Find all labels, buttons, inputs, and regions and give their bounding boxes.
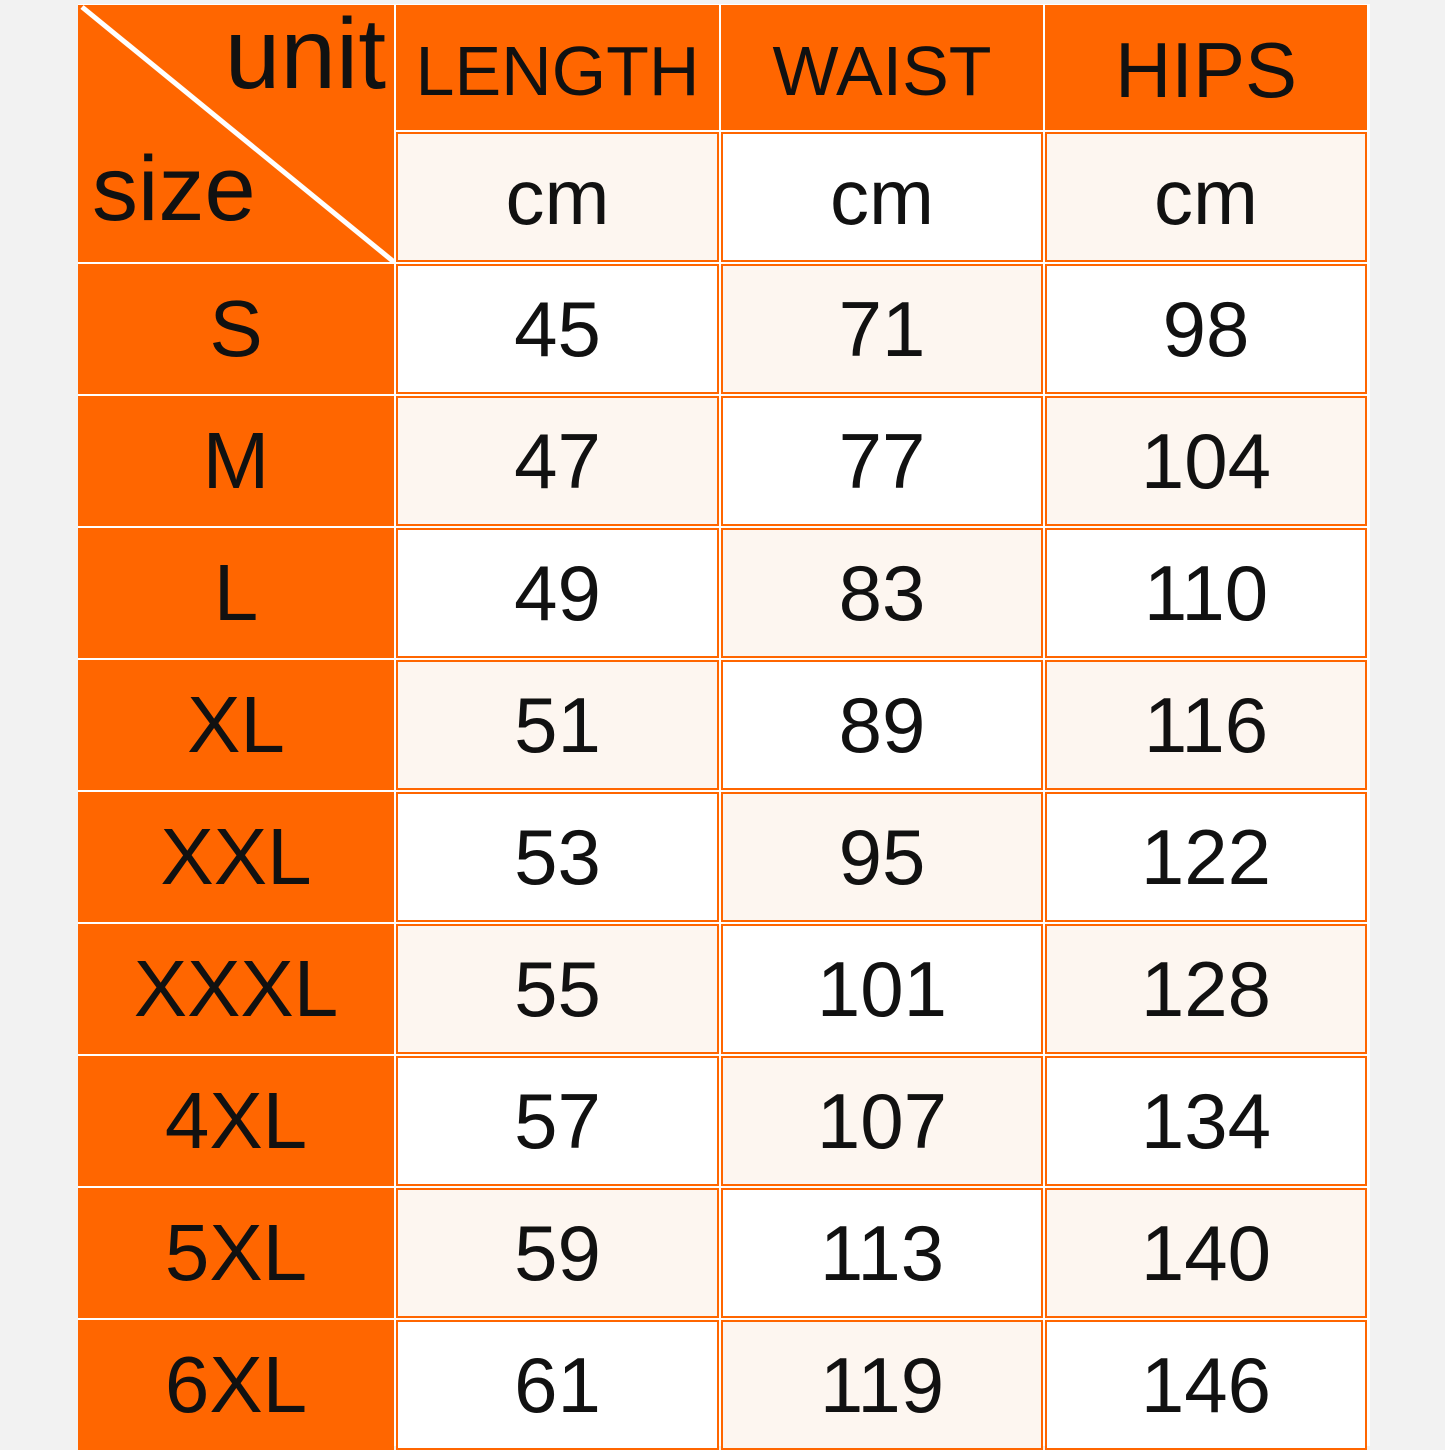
unit-cell: cm	[1045, 132, 1367, 262]
size-chart-table: unit size LENGTH WAIST HIPS cm cm cm S 45 71 98 M 4…	[78, 4, 1370, 1450]
value-cell: 53	[396, 792, 719, 922]
size-label-cell: 6XL	[78, 1320, 394, 1450]
size-label-cell: M	[78, 396, 394, 526]
value-cell: 49	[396, 528, 719, 658]
value-cell: 101	[721, 924, 1043, 1054]
size-label-cell: XXL	[78, 792, 394, 922]
diagonal-divider	[80, 5, 394, 262]
unit-label: unit	[224, 5, 386, 110]
value-cell: 107	[721, 1056, 1043, 1186]
value-cell: 83	[721, 528, 1043, 658]
value-cell: 104	[1045, 396, 1367, 526]
value-cell: 45	[396, 264, 719, 394]
value-cell: 134	[1045, 1056, 1367, 1186]
column-header-waist: WAIST	[721, 5, 1043, 130]
size-label-cell: XL	[78, 660, 394, 790]
size-label-cell: 4XL	[78, 1056, 394, 1186]
value-cell: 47	[396, 396, 719, 526]
value-cell: 116	[1045, 660, 1367, 790]
value-cell: 95	[721, 792, 1043, 922]
value-cell: 77	[721, 396, 1043, 526]
value-cell: 146	[1045, 1320, 1367, 1450]
value-cell: 110	[1045, 528, 1367, 658]
column-header-length: LENGTH	[396, 5, 719, 130]
corner-header-cell: unit size	[78, 5, 394, 262]
size-label: size	[92, 138, 256, 240]
size-label-cell: XXXL	[78, 924, 394, 1054]
value-cell: 128	[1045, 924, 1367, 1054]
value-cell: 57	[396, 1056, 719, 1186]
size-label-cell: 5XL	[78, 1188, 394, 1318]
size-label-cell: S	[78, 264, 394, 394]
value-cell: 140	[1045, 1188, 1367, 1318]
value-cell: 55	[396, 924, 719, 1054]
unit-cell: cm	[721, 132, 1043, 262]
unit-cell: cm	[396, 132, 719, 262]
value-cell: 71	[721, 264, 1043, 394]
size-label-cell: L	[78, 528, 394, 658]
value-cell: 61	[396, 1320, 719, 1450]
value-cell: 89	[721, 660, 1043, 790]
value-cell: 122	[1045, 792, 1367, 922]
value-cell: 51	[396, 660, 719, 790]
value-cell: 59	[396, 1188, 719, 1318]
value-cell: 119	[721, 1320, 1043, 1450]
value-cell: 98	[1045, 264, 1367, 394]
value-cell: 113	[721, 1188, 1043, 1318]
column-header-hips: HIPS	[1045, 5, 1367, 130]
